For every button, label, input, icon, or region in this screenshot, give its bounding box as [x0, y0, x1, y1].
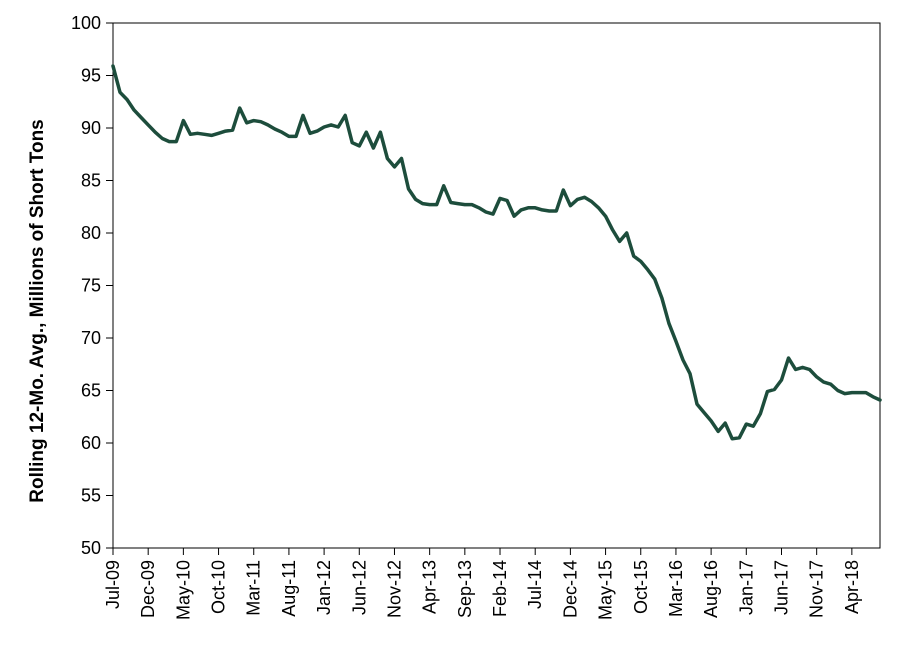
x-tick-label: Oct-10: [209, 560, 229, 614]
x-tick-label: Aug-11: [279, 560, 299, 617]
x-tick-label: Dec-14: [560, 560, 580, 618]
x-tick-label: Oct-15: [631, 560, 651, 614]
plot-area: [112, 22, 881, 549]
x-tick-label: Mar-16: [666, 560, 686, 617]
x-axis: Jul-09 Dec-09 May-10 Oct-10 Mar-11 Aug-11 Jan-…: [103, 548, 862, 620]
x-tick-label: Jul-14: [525, 560, 545, 609]
y-tick-label: 75: [81, 276, 101, 296]
x-tick-label: Aug-16: [701, 560, 721, 618]
y-tick-label: 60: [81, 433, 101, 453]
x-tick-label: Dec-09: [138, 560, 158, 618]
x-tick-label: Apr-13: [420, 560, 440, 614]
series-line: [111, 64, 882, 441]
y-tick-label: 80: [81, 223, 101, 243]
y-tick-label: 100: [71, 13, 101, 33]
y-tick-label: 70: [81, 328, 101, 348]
y-tick-label: 90: [81, 118, 101, 138]
y-axis-title: Rolling 12-Mo. Avg., Millions of Short T…: [27, 119, 48, 503]
x-tick-label: Jan-12: [314, 560, 334, 615]
x-tick-label: Jun-12: [349, 560, 369, 615]
x-tick-label: Jan-17: [736, 560, 756, 615]
x-tick-label: Sep-13: [455, 560, 475, 618]
plot-border: [112, 22, 881, 549]
y-tick-label: 55: [81, 486, 101, 506]
y-tick-label: 95: [81, 66, 101, 86]
x-tick-label: Mar-11: [244, 560, 264, 616]
x-tick-label: May-15: [596, 560, 616, 620]
y-tick-label: 65: [81, 381, 101, 401]
series-layer: [111, 64, 882, 441]
x-tick-label: Apr-18: [842, 560, 862, 614]
y-axis: 50 55 60 65 70 75 80 85 90 95 100: [71, 13, 113, 558]
y-tick-label: 50: [81, 538, 101, 558]
x-tick-label: Jun-17: [771, 560, 791, 615]
y-tick-label: 85: [81, 171, 101, 191]
x-tick-label: May-10: [173, 560, 193, 620]
x-tick-label: Nov-12: [384, 560, 404, 618]
x-tick-label: Nov-17: [807, 560, 827, 618]
x-tick-label: Feb-14: [490, 560, 510, 617]
x-tick-label: Jul-09: [103, 560, 123, 609]
